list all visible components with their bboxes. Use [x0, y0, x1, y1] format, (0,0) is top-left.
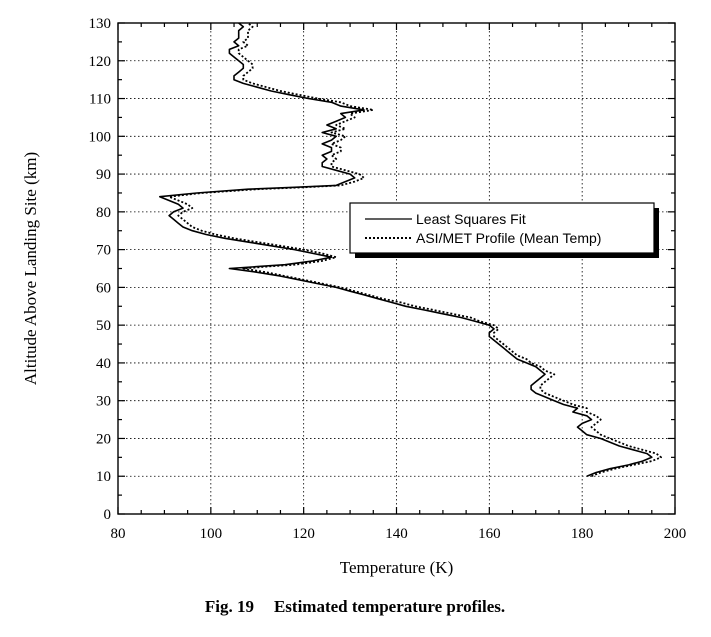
y-tick-labels: 0 10 20 30 40 50 60 70 80 90 100 110 120 130: [89, 16, 112, 523]
legend: Least Squares Fit ASI/MET Profile (Mean …: [349, 202, 659, 258]
x-tick-label-140: 140: [385, 526, 408, 542]
y-tick-label-50: 50: [96, 318, 111, 334]
x-axis-label: Temperature (K): [340, 558, 454, 577]
x-tick-label-120: 120: [292, 526, 315, 542]
y-tick-label-80: 80: [96, 205, 111, 221]
legend-label-least-squares-fit: Least Squares Fit: [416, 211, 526, 227]
series-layer: [159, 22, 662, 478]
x-tick-label-100: 100: [200, 526, 223, 542]
y-tick-label-60: 60: [96, 280, 111, 296]
x-tick-label-160: 160: [478, 526, 501, 542]
y-tick-label-120: 120: [89, 54, 112, 70]
legend-box: [349, 202, 655, 254]
y-tick-label-0: 0: [104, 507, 112, 523]
x-tick-label-180: 180: [571, 526, 594, 542]
caption-body: Estimated temperature profiles.: [274, 597, 505, 616]
y-tick-label-100: 100: [89, 129, 112, 145]
axis-ticks: [117, 22, 676, 515]
y-tick-label-70: 70: [96, 243, 111, 259]
series-line-least-squares-fit: [159, 22, 653, 477]
y-tick-label-130: 130: [89, 16, 112, 32]
caption-label: Fig. 19: [205, 597, 254, 616]
y-tick-label-10: 10: [96, 469, 111, 485]
x-tick-label-200: 200: [664, 526, 687, 542]
y-axis-label: Altitude Above Landing Site (km): [21, 152, 40, 385]
y-tick-label-90: 90: [96, 167, 111, 183]
x-tick-labels: 80 100 120 140 160 180 200: [111, 526, 687, 542]
x-tick-label-80: 80: [111, 526, 126, 542]
figure-caption: Fig. 19 Estimated temperature profiles.: [205, 597, 505, 616]
caption-text: Fig. 19 Estimated temperature profiles.: [205, 597, 505, 616]
y-tick-label-110: 110: [89, 92, 111, 108]
y-tick-label-30: 30: [96, 394, 111, 410]
series-line-asi-met-profile: [168, 22, 662, 478]
legend-label-asi-met-profile: ASI/MET Profile (Mean Temp): [416, 230, 601, 246]
grid-lines: [118, 23, 675, 514]
y-tick-label-20: 20: [96, 431, 111, 447]
y-tick-label-40: 40: [96, 356, 111, 372]
